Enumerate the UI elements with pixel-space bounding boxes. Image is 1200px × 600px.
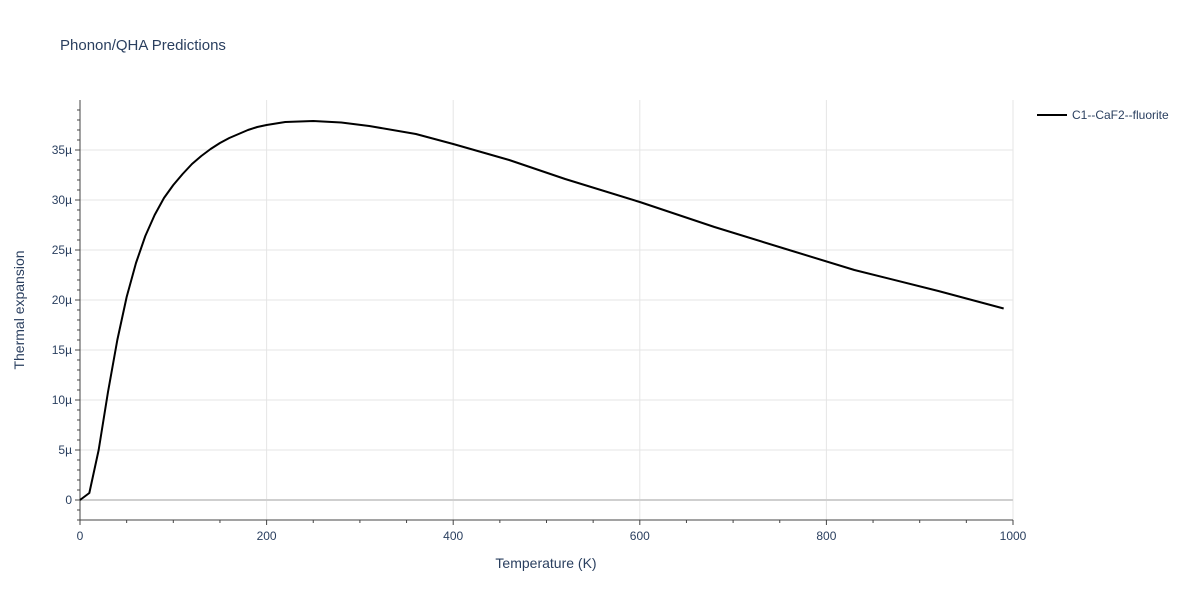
axes bbox=[79, 100, 1013, 521]
y-tick-label: 20µ bbox=[52, 293, 72, 307]
x-axis-label: Temperature (K) bbox=[495, 555, 596, 571]
x-tick-label: 0 bbox=[77, 529, 84, 543]
chart-title: Phonon/QHA Predictions bbox=[60, 37, 226, 54]
y-axis-ticks: 0 5µ 10µ 15µ 20µ 25µ 30µ 35µ bbox=[52, 109, 80, 521]
y-tick-label: 10µ bbox=[52, 393, 72, 407]
x-tick-label: 200 bbox=[257, 529, 277, 543]
x-axis-ticks: 0 200 400 600 800 1000 bbox=[77, 520, 1027, 543]
legend-label: C1--CaF2--fluorite bbox=[1072, 108, 1169, 122]
x-tick-label: 800 bbox=[816, 529, 836, 543]
y-axis-label: Thermal expansion bbox=[11, 250, 27, 369]
y-tick-label: 0 bbox=[65, 493, 72, 507]
legend[interactable]: C1--CaF2--fluorite bbox=[1037, 108, 1169, 122]
grid-lines bbox=[80, 100, 1014, 520]
series-layer bbox=[79, 120, 1004, 501]
x-tick-label: 400 bbox=[443, 529, 463, 543]
y-tick-label: 30µ bbox=[52, 193, 72, 207]
x-tick-label: 600 bbox=[630, 529, 650, 543]
series-line[interactable] bbox=[79, 120, 1004, 501]
x-tick-label: 1000 bbox=[1000, 529, 1027, 543]
y-tick-label: 5µ bbox=[58, 443, 72, 457]
y-tick-label: 35µ bbox=[52, 143, 72, 157]
y-tick-label: 25µ bbox=[52, 243, 72, 257]
y-tick-label: 15µ bbox=[52, 343, 72, 357]
